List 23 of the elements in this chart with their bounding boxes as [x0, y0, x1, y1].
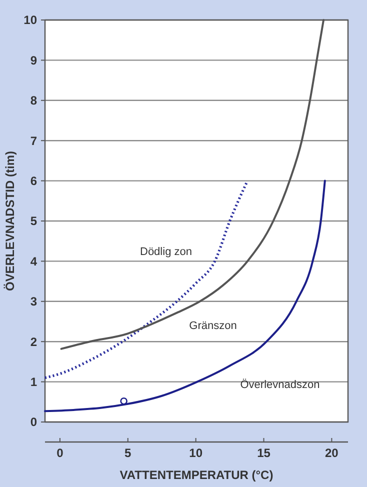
- y-tick-label: 2: [30, 334, 38, 349]
- line-series: [44, 180, 326, 412]
- x-tick-label: 20: [325, 446, 339, 460]
- annotation: Överlevnadszon: [240, 378, 320, 391]
- x-tick-label: 10: [189, 446, 203, 460]
- y-axis-title: ÖVERLEVNADSTID (tim): [3, 150, 17, 292]
- y-tick-label: 10: [24, 13, 38, 28]
- y-tick-label: 3: [30, 294, 38, 309]
- y-tick-label: 5: [30, 214, 38, 228]
- y-tick-label: 1: [30, 375, 38, 389]
- x-tick-label: 0: [56, 446, 64, 460]
- x-axis-title: VATTENTEMPERATUR (°C): [120, 468, 274, 482]
- annotation: Dödlig zon: [140, 246, 192, 258]
- y-tick-label: 7: [30, 134, 38, 148]
- y-tick-label: 8: [30, 94, 38, 108]
- x-tick-label: 15: [257, 446, 271, 460]
- y-tick-label: 0: [30, 415, 38, 430]
- x-tick-label: 5: [124, 446, 132, 460]
- y-tick-label: 9: [30, 53, 38, 68]
- y-tick-label: 6: [30, 174, 38, 188]
- y-tick-label: 4: [30, 254, 38, 268]
- annotation: Gränszon: [189, 320, 237, 332]
- line-series: [44, 180, 249, 380]
